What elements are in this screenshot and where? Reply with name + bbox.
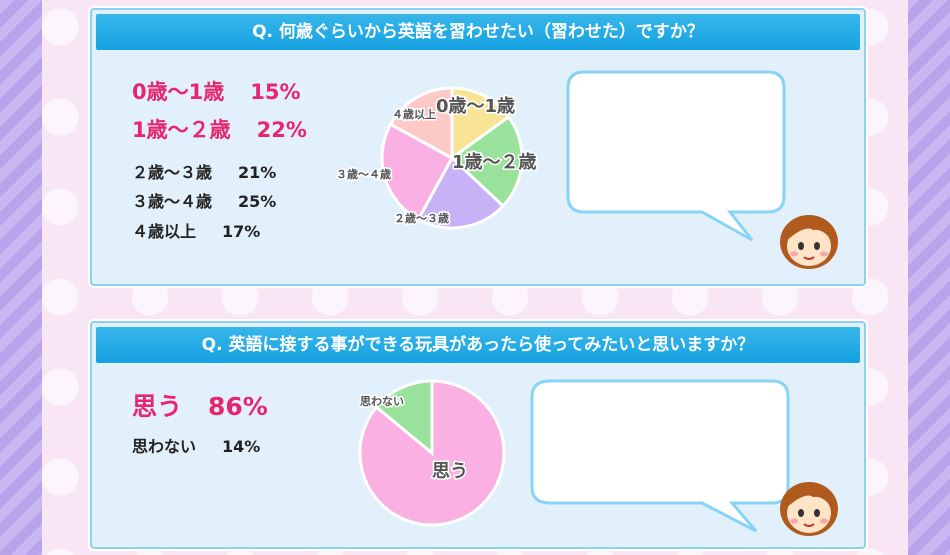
- pie-chart-age: ４歳以上 0歳〜1歳 1歳〜２歳 ２歳〜３歳 ３歳〜４歳: [335, 86, 538, 230]
- stat-row: 思わない 14%: [132, 433, 260, 457]
- pie-label-1-2: 1歳〜２歳: [452, 152, 537, 173]
- stat-label: ２歳〜３歳: [132, 163, 213, 182]
- pie-slice: [374, 379, 434, 457]
- stat-pct: 21%: [238, 163, 277, 182]
- pie-label-3-4: ３歳〜４歳: [336, 167, 391, 181]
- question-title-age: Q. 何歳ぐらいから英語を習わせたい（習わせた）ですか？: [96, 14, 860, 50]
- girl-avatar-icon: [780, 215, 838, 269]
- stat-row: ３歳〜４歳 25%: [132, 188, 276, 212]
- pie-chart-toy: 思わない 思う: [358, 379, 506, 527]
- survey-panel-age: Q. 何歳ぐらいから英語を習わせたい（習わせた）ですか？ 0歳〜1歳 15% 1歳…: [90, 8, 866, 286]
- pie-label-0-1: 0歳〜1歳: [436, 96, 515, 117]
- pie-slice: [450, 86, 511, 161]
- stat-row: 思う 86%: [132, 387, 268, 423]
- stat-row: 1歳〜２歳 22%: [132, 114, 307, 144]
- pie-label-2-3: ２歳〜３歳: [394, 211, 449, 225]
- pie-label-yes: 思う: [432, 461, 468, 482]
- girl-avatar-icon: [780, 482, 838, 536]
- stat-label: 思う: [132, 392, 183, 421]
- pie-label-4-plus: ４歳以上: [392, 107, 436, 121]
- stat-label: 1歳〜２歳: [132, 118, 231, 142]
- pie-label-no: 思わない: [360, 395, 404, 408]
- pie-slice: [358, 379, 506, 527]
- stat-pct: 17%: [222, 222, 261, 241]
- stat-pct: 15%: [250, 80, 301, 104]
- stat-pct: 25%: [238, 192, 277, 211]
- stat-label: 思わない: [132, 437, 197, 456]
- page-background: Q. 何歳ぐらいから英語を習わせたい（習わせた）ですか？ 0歳〜1歳 15% 1歳…: [42, 0, 908, 555]
- survey-panel-toy: Q. 英語に接する事ができる玩具があったら使ってみたいと思いますか？ 思う 86%…: [90, 321, 866, 549]
- stat-row: 0歳〜1歳 15%: [132, 76, 301, 106]
- pie-slice: [416, 155, 506, 230]
- pie-slice: [380, 122, 455, 222]
- stat-label: ３歳〜４歳: [132, 192, 213, 211]
- stat-label: 0歳〜1歳: [132, 80, 225, 104]
- comment-bubble: [566, 70, 786, 242]
- stat-row: ２歳〜３歳 21%: [132, 159, 276, 183]
- pie-slice: [449, 114, 524, 209]
- stat-label: ４歳以上: [132, 222, 197, 241]
- comment-bubble: [530, 379, 790, 533]
- stat-pct: 86%: [208, 392, 268, 421]
- question-title-toy: Q. 英語に接する事ができる玩具があったら使ってみたいと思いますか？: [96, 327, 860, 363]
- pie-slice: [388, 86, 454, 161]
- stat-pct: 22%: [256, 118, 307, 142]
- stat-row: ４歳以上 17%: [132, 218, 260, 242]
- stat-pct: 14%: [222, 437, 261, 456]
